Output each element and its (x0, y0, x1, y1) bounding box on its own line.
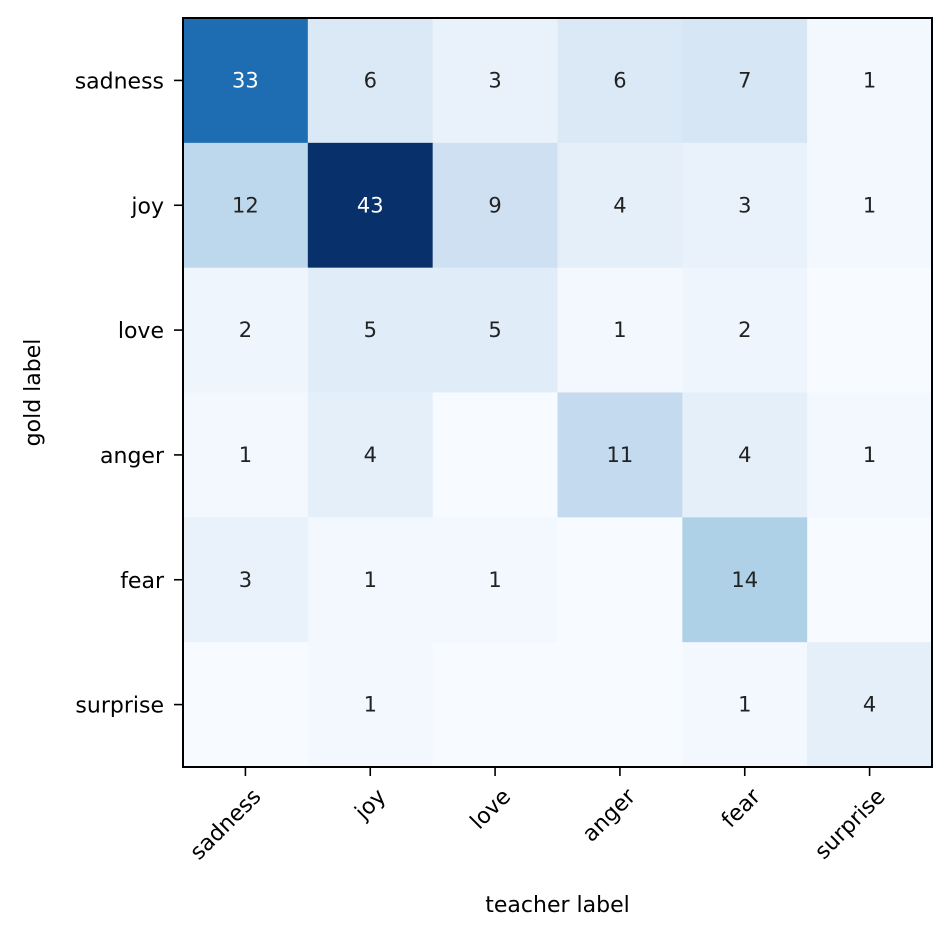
heatmap-cell-anger-love (432, 392, 558, 518)
heatmap-cell-fear-joy (307, 517, 434, 643)
y-tick-label-surprise: surprise (75, 694, 164, 719)
heatmap-cell-surprise-love (432, 642, 558, 768)
x-tick-label-fear: fear (717, 784, 766, 833)
heatmap-cell-joy-fear (682, 142, 808, 269)
cell-value-label: 1 (364, 568, 377, 592)
cell-value-label: 9 (488, 193, 501, 217)
heatmap-cell-anger-joy (307, 392, 434, 518)
cell-value-label: 3 (738, 193, 751, 217)
cell-value-label: 43 (357, 193, 384, 217)
heatmap-cell-love-joy (307, 267, 434, 393)
heatmap-cell-joy-love (432, 142, 558, 269)
cell-value-label: 3 (239, 568, 252, 592)
heatmap-cell-sadness-anger (557, 18, 683, 144)
x-axis-title: teacher label (485, 893, 629, 918)
heatmap-cell-love-love (432, 267, 558, 393)
heatmap-cell-anger-anger (557, 392, 683, 518)
cell-value-label: 6 (364, 68, 377, 92)
x-tick-label-surprise: surprise (810, 784, 890, 864)
heatmap-cell-love-surprise (807, 267, 933, 393)
cell-value-label: 11 (607, 443, 634, 467)
cell-value-label: 1 (863, 193, 876, 217)
heatmap-cell-anger-surprise (807, 392, 933, 518)
heatmap-cell-surprise-joy (307, 642, 434, 768)
cell-value-label: 6 (613, 68, 626, 92)
heatmap-cell-love-anger (557, 267, 683, 393)
heatmap-cell-labels: 33 6 3 6 7 112 43 9 4 3 12 5 5 1 21 4 11 4 13 1 1 141 1 4 (232, 68, 876, 716)
cell-value-label: 2 (239, 318, 252, 342)
heatmap-cell-fear-love (432, 517, 558, 643)
x-tick-label-anger: anger (578, 784, 642, 848)
y-tick-label-joy: joy (130, 194, 164, 219)
cell-value-label: 2 (738, 318, 751, 342)
heatmap-cell-sadness-fear (682, 18, 808, 144)
cell-value-label: 1 (239, 443, 252, 467)
heatmap-cell-joy-sadness (183, 142, 309, 269)
heatmap-cell-love-fear (682, 267, 808, 393)
cell-value-label: 1 (863, 68, 876, 92)
heatmap-cell-fear-anger (557, 517, 683, 643)
plot-frame (182, 17, 933, 768)
cell-value-label: 33 (232, 68, 259, 92)
heatmap-cell-surprise-fear (682, 642, 808, 768)
y-tick-label-fear: fear (120, 569, 165, 594)
cell-value-label: 1 (364, 693, 377, 717)
heatmap-cell-joy-surprise (807, 142, 933, 269)
cell-value-label: 4 (364, 443, 377, 467)
heatmap-cell-joy-joy (307, 142, 434, 269)
cell-value-label: 12 (232, 193, 259, 217)
cell-value-label: 5 (364, 318, 377, 342)
heatmap-cell-anger-fear (682, 392, 808, 518)
cell-value-label: 1 (738, 693, 751, 717)
heatmap-cell-love-sadness (183, 267, 309, 393)
x-tick-label-love: love (466, 784, 516, 834)
cell-value-label: 1 (863, 443, 876, 467)
y-tick-label-sadness: sadness (75, 69, 164, 94)
heatmap-cell-fear-sadness (183, 517, 309, 643)
heatmap-cell-surprise-surprise (807, 642, 933, 768)
cell-value-label: 4 (738, 443, 751, 467)
cell-value-label: 4 (863, 693, 876, 717)
heatmap-cell-surprise-anger (557, 642, 683, 768)
x-axis-ticks: sadness joy love anger fear surprise (186, 767, 891, 865)
y-axis-ticks: sadness joy love anger fear surprise (75, 69, 183, 719)
cell-value-label: 14 (731, 568, 758, 592)
cell-value-label: 7 (738, 68, 751, 92)
heatmap-cell-sadness-sadness (183, 18, 309, 144)
heatmap-cell-sadness-surprise (807, 18, 933, 144)
y-tick-label-anger: anger (100, 444, 165, 469)
y-axis-title: gold label (21, 339, 46, 447)
y-tick-label-love: love (118, 319, 164, 344)
x-tick-label-joy: joy (350, 784, 391, 825)
heatmap-cell-sadness-joy (307, 18, 434, 144)
heatmap-cell-surprise-sadness (183, 642, 309, 768)
cell-value-label: 3 (488, 68, 501, 92)
heatmap-cell-anger-sadness (183, 392, 309, 518)
heatmap-cell-joy-anger (557, 142, 683, 269)
heatmap-cell-fear-surprise (807, 517, 933, 643)
cell-value-label: 1 (613, 318, 626, 342)
cell-value-label: 4 (613, 193, 626, 217)
cell-value-label: 1 (488, 568, 501, 592)
cell-value-label: 5 (488, 318, 501, 342)
heatmap-cells (183, 18, 933, 768)
heatmap-cell-fear-fear (682, 517, 808, 643)
heatmap-cell-sadness-love (432, 18, 558, 144)
x-tick-label-sadness: sadness (186, 784, 267, 865)
